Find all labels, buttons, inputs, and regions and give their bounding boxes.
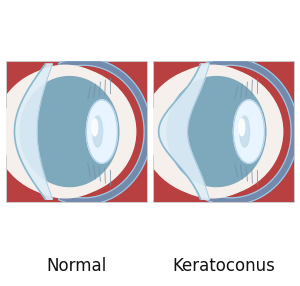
Ellipse shape <box>142 67 283 196</box>
Ellipse shape <box>233 100 264 163</box>
Polygon shape <box>159 64 209 199</box>
Text: Keratoconus: Keratoconus <box>172 257 275 275</box>
Ellipse shape <box>239 119 245 136</box>
Ellipse shape <box>3 65 127 198</box>
Polygon shape <box>14 64 52 199</box>
Ellipse shape <box>240 116 250 147</box>
Ellipse shape <box>93 116 103 147</box>
Polygon shape <box>6 61 147 202</box>
Ellipse shape <box>92 119 98 136</box>
Text: Normal: Normal <box>46 257 106 275</box>
Polygon shape <box>206 58 298 205</box>
Polygon shape <box>153 61 294 202</box>
Ellipse shape <box>0 67 136 196</box>
Ellipse shape <box>20 77 119 186</box>
Ellipse shape <box>86 100 117 163</box>
Ellipse shape <box>150 65 274 198</box>
Polygon shape <box>58 58 151 205</box>
Ellipse shape <box>167 77 266 186</box>
